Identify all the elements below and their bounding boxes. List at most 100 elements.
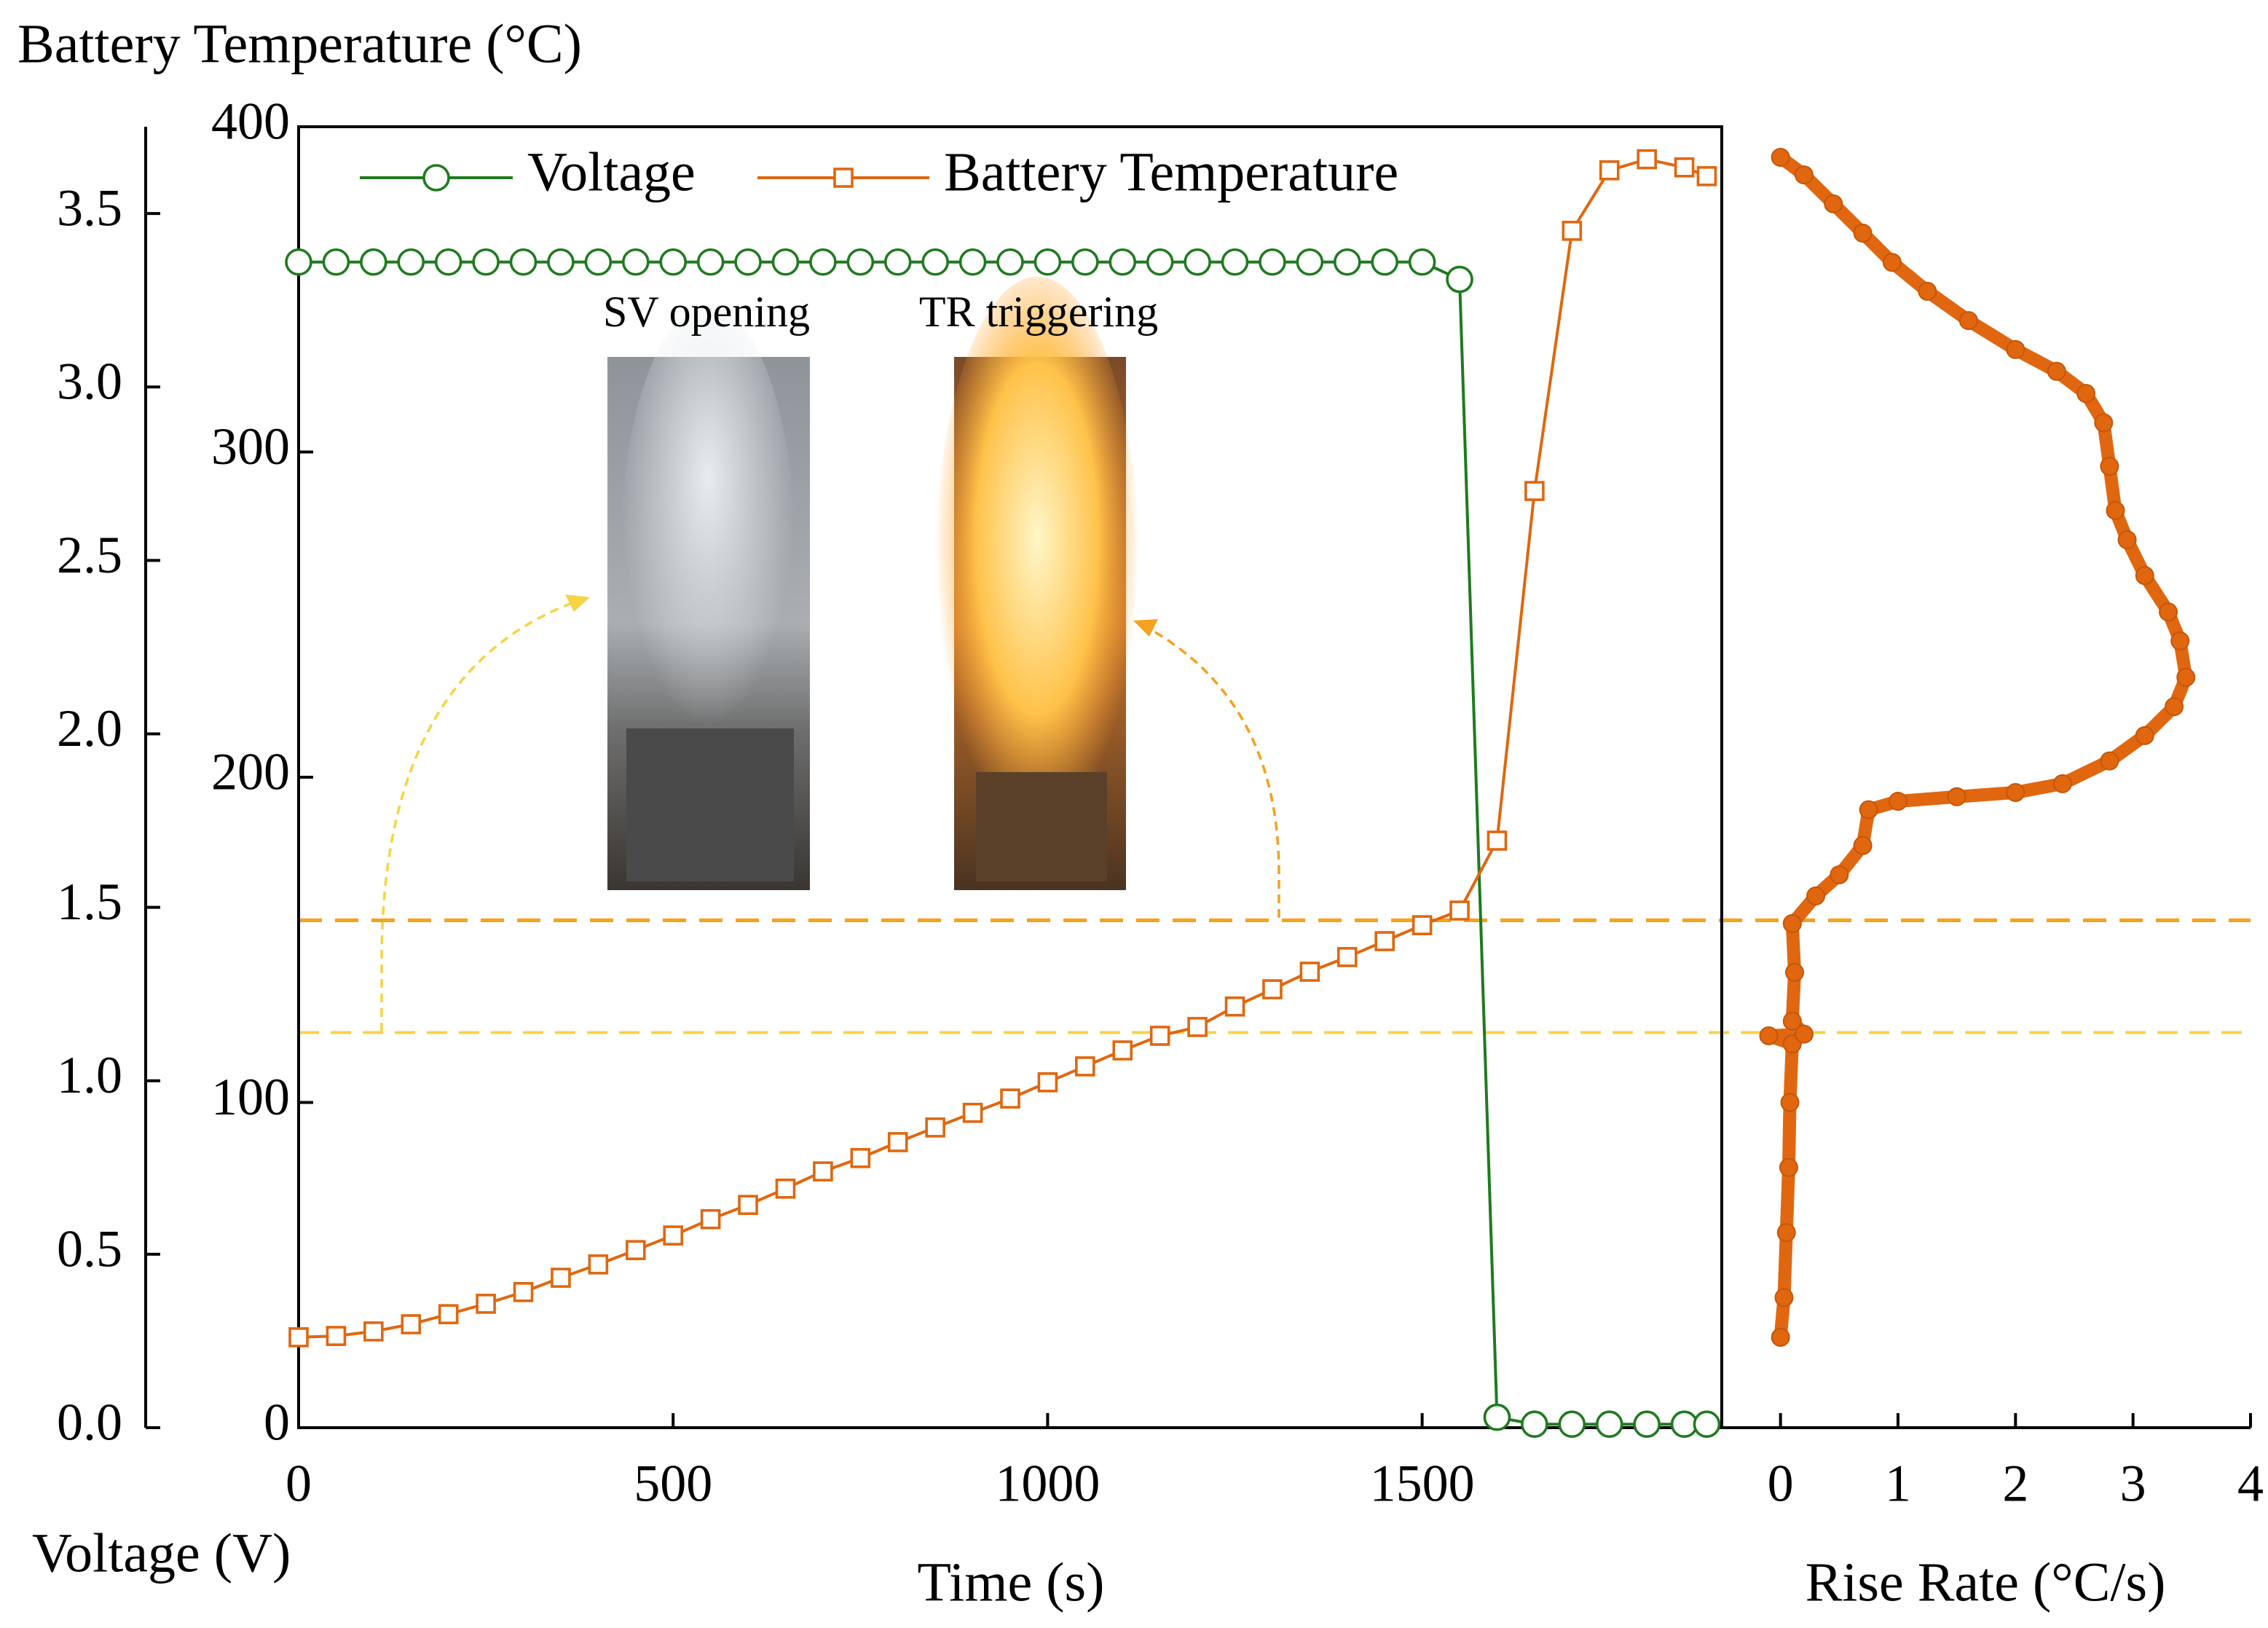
data-point [363,1321,384,1342]
data-point [1882,253,1902,272]
data-point [1637,149,1657,170]
y-tick-label: 100 [211,1068,290,1126]
arrowhead [1133,619,1158,637]
data-point [996,248,1024,276]
data-point [1521,1410,1548,1439]
data-point [1000,1088,1020,1109]
data-point [476,1294,496,1314]
data-point [326,1326,347,1346]
x-tick-label: 1500 [1370,1455,1475,1513]
data-point [659,248,688,276]
y-tick-label: 200 [211,743,290,801]
data-point [1187,1017,1208,1037]
data-point [1408,248,1436,276]
data-point [1853,835,1873,855]
data-point [809,248,837,276]
data-point [2135,725,2154,745]
annotation: SV opening [603,288,810,336]
data-point [1776,1223,1796,1243]
data-point [2006,782,2025,802]
y-tick-label: 300 [211,417,290,476]
data-point [288,1327,309,1348]
data-point [921,248,949,276]
data-point [2106,500,2125,520]
y2-tick-label: 3.5 [57,179,122,237]
data-point [509,248,538,276]
data-point [2117,530,2137,550]
data-point [322,248,350,276]
y2-tick-label: 3.0 [57,353,122,411]
data-point [472,248,500,276]
y2-axis-label: Voltage (V) [32,1522,291,1584]
data-point [1446,265,1473,294]
data-point [962,1102,983,1123]
data-point [1299,962,1320,982]
data-point [1221,248,1249,276]
data-point [1037,1072,1058,1093]
data-point [397,248,425,276]
legend-marker [422,164,450,192]
data-point [1771,147,1790,167]
data-point [1333,248,1361,276]
data-point [1449,900,1470,921]
data-point [1371,248,1399,276]
x-tick-label: 4 [2237,1455,2264,1513]
data-point [1633,1410,1661,1439]
data-point [513,1282,534,1302]
data-point [1780,1093,1800,1112]
legend-label: Voltage [527,141,696,202]
y2-tick-label: 0.0 [57,1393,122,1452]
data-point [1774,1288,1794,1307]
data-point [1785,962,1805,982]
data-point [1782,913,1802,933]
x-tick-label: 2 [2002,1455,2028,1513]
data-point [738,1195,758,1215]
data-point [2176,667,2196,687]
data-point [1918,281,1937,301]
data-point [1670,1410,1698,1439]
data-point [1759,1026,1779,1045]
data-point [663,1225,684,1246]
data-point [1262,979,1283,999]
y2-tick-label: 2.5 [57,526,122,584]
y-tick-label: 0 [264,1393,290,1452]
data-point [813,1161,833,1181]
data-point [1224,996,1245,1017]
data-point [438,1304,459,1324]
data-point [2006,339,2025,359]
photo-battery [626,728,794,881]
x-tick-label: 3 [2120,1455,2146,1513]
data-point [2135,566,2154,586]
y-tick-label: 400 [211,93,290,151]
data-point [1112,1040,1133,1061]
data-point [846,248,875,276]
data-point [883,248,912,276]
data-point [547,248,575,276]
data-point [1336,947,1358,967]
data-point [1075,1056,1095,1077]
data-point [360,248,387,276]
data-point [621,248,650,276]
x-tick-label: 1 [1885,1455,1911,1513]
data-point [700,1208,721,1230]
data-point [2100,457,2119,476]
data-point [1109,248,1137,276]
data-point [1033,248,1062,276]
data-point [1696,166,1717,186]
photo-plume [621,306,795,801]
data-point [1558,1410,1586,1439]
legend-label: Battery Temperature [944,141,1398,202]
photo-flame [935,277,1139,860]
data-point [2165,697,2184,717]
data-point [1595,1410,1623,1439]
x-axis-label: Time (s) [918,1552,1105,1613]
data-point [1958,311,1978,331]
x-tick-label: 1000 [995,1455,1100,1513]
data-point [1483,1403,1511,1431]
data-point [1830,865,1849,884]
data-point [2159,602,2178,622]
data-point [1806,886,1826,905]
x-tick-label: 0 [1768,1455,1794,1513]
data-point [2076,384,2096,404]
